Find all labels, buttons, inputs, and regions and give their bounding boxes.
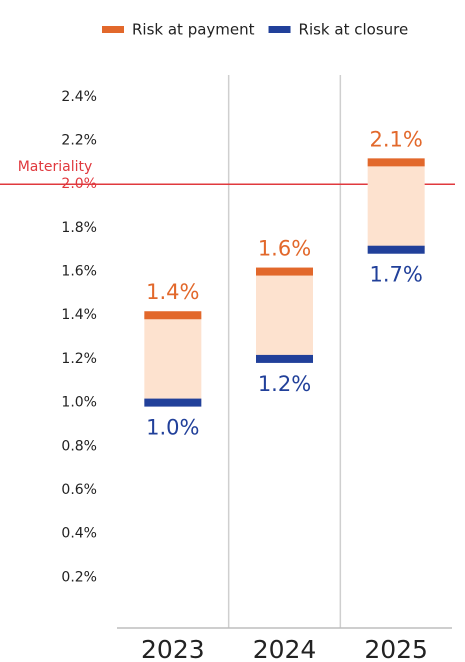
threshold-label: Materiality [18,159,93,175]
range-marker [256,267,313,276]
y-tick-label: 0.6% [61,482,97,498]
y-tick-label: 1.8% [61,220,97,236]
range-marker [367,158,425,167]
y-tick-label: 1.2% [61,351,97,367]
x-tick-label: 2025 [364,635,428,662]
y-tick-label: 1.0% [61,395,97,411]
y-tick-label: 0.8% [61,438,97,454]
data-label: 2.1% [369,127,422,151]
x-tick-label: 2023 [141,635,205,662]
y-tick-label: 2.4% [61,89,97,105]
data-label: 1.0% [146,416,199,440]
range-marker [144,311,202,320]
range-marker [256,354,313,363]
legend-label: Risk at closure [299,21,409,39]
data-label: 1.2% [258,372,311,396]
x-tick-label: 2024 [253,635,317,662]
legend-swatch [102,26,124,33]
y-tick-label: 0.4% [61,526,97,542]
y-tick-label: 2.2% [61,133,97,149]
data-label: 1.4% [146,280,199,304]
legend-label: Risk at payment [132,21,255,39]
y-tick-label: 1.4% [61,307,97,323]
range-fill [144,315,202,403]
range-marker [367,245,425,254]
data-label: 1.6% [258,237,311,261]
range-fill [256,271,313,359]
data-label: 1.7% [369,263,422,287]
y-tick-label: 0.2% [61,569,97,585]
range-marker [144,398,202,407]
range-fill [367,162,425,250]
y-tick-label: 1.6% [61,264,97,280]
legend-swatch [268,26,291,33]
